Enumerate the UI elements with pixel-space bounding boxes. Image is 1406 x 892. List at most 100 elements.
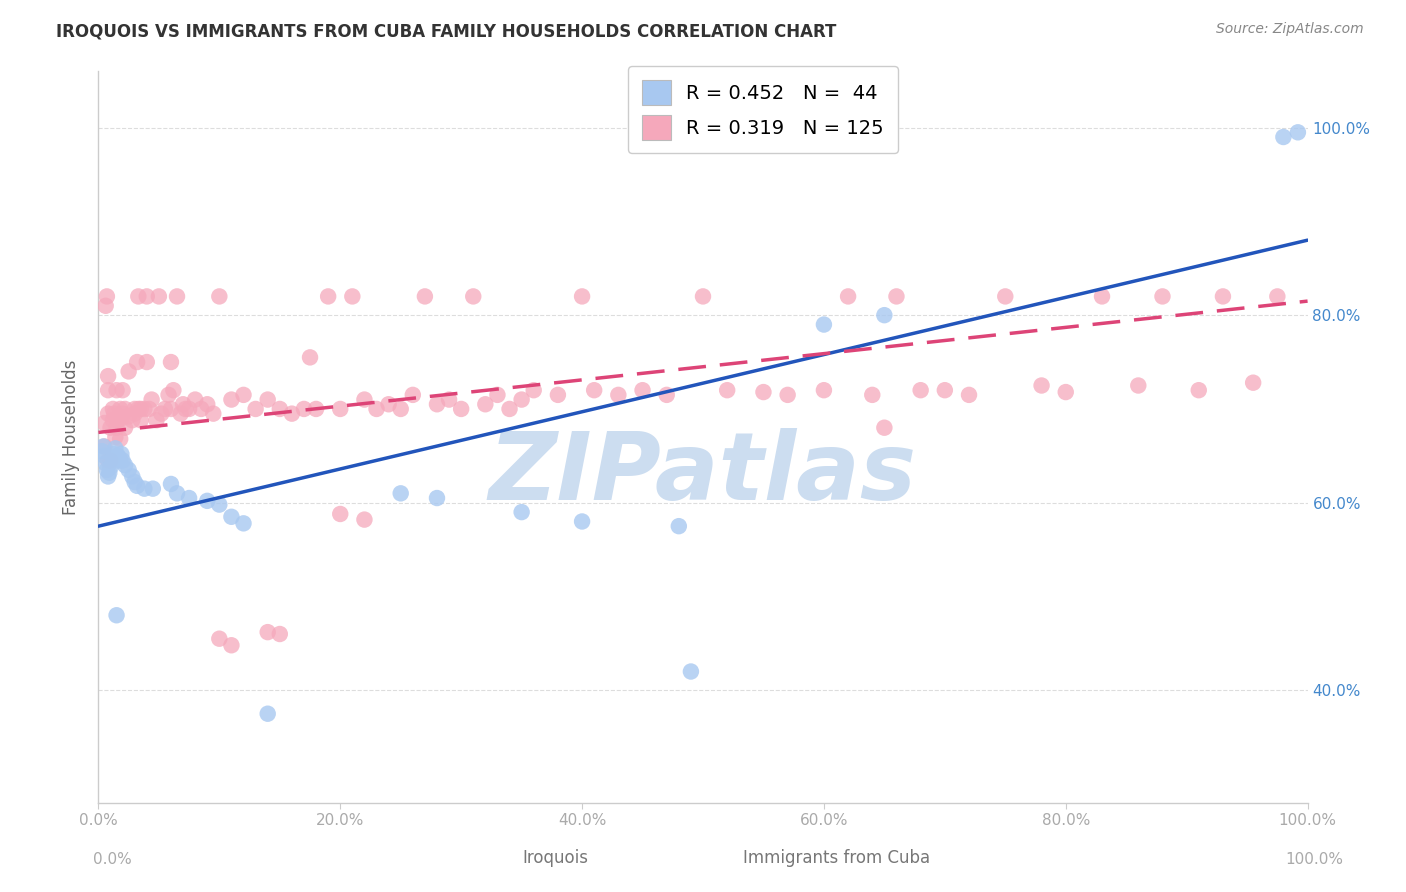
Point [179,401,201,416]
Point [873,308,896,322]
Point [426,397,449,411]
Point [1241,376,1264,390]
Text: Source: ZipAtlas.com: Source: ZipAtlas.com [1216,22,1364,37]
Point [111,407,134,421]
Point [221,638,243,652]
Point [389,486,412,500]
Point [208,498,231,512]
Point [716,383,738,397]
Point [110,411,132,425]
Point [957,388,980,402]
Point [692,289,714,303]
Point [498,401,520,416]
Point [547,388,569,402]
Point [103,407,125,421]
Point [813,383,835,397]
Point [101,401,124,416]
Point [377,397,399,411]
Point [107,413,129,427]
Point [873,420,896,434]
Point [474,397,496,411]
Point [166,486,188,500]
Point [329,507,352,521]
Point [607,388,630,402]
Point [118,463,141,477]
Point [118,364,141,378]
Point [510,505,533,519]
Text: Iroquois: Iroquois [523,849,588,867]
Point [1128,378,1150,392]
Point [150,407,173,421]
Point [129,413,152,427]
Point [108,450,131,465]
Point [910,383,932,397]
Point [118,409,141,424]
Point [124,407,146,421]
Point [97,469,120,483]
Text: 100.0%: 100.0% [1285,852,1344,867]
Point [111,383,134,397]
Point [134,401,156,416]
Point [135,355,157,369]
Legend: R = 0.452   N =  44, R = 0.319   N = 125: R = 0.452 N = 44, R = 0.319 N = 125 [628,66,897,153]
Point [162,383,184,397]
Point [104,430,127,444]
Point [108,401,131,416]
Point [208,632,231,646]
Point [269,401,291,416]
Point [305,401,328,416]
Point [105,383,128,397]
Point [221,392,243,407]
Point [101,413,124,427]
Point [571,515,593,529]
Point [1286,125,1309,139]
Point [166,289,188,303]
Point [100,420,122,434]
Point [103,447,125,461]
Point [98,466,121,480]
Y-axis label: Family Households: Family Households [62,359,80,515]
Point [172,397,194,411]
Point [195,397,218,411]
Point [776,388,799,402]
Point [145,413,167,427]
Point [124,401,146,416]
Point [108,432,131,446]
Point [101,450,124,465]
Text: Immigrants from Cuba: Immigrants from Cuba [742,849,931,867]
Point [97,369,120,384]
Point [114,401,136,416]
Point [127,355,149,369]
Point [127,289,149,303]
Point [135,289,157,303]
Point [93,416,115,430]
Point [160,477,183,491]
Point [450,401,472,416]
Point [100,453,122,467]
Point [752,385,775,400]
Point [329,401,352,416]
Point [860,388,883,402]
Point [583,383,606,397]
Point [1267,289,1289,303]
Point [121,469,143,483]
Point [886,289,908,303]
Point [127,479,149,493]
Point [221,509,243,524]
Point [353,513,375,527]
Point [134,482,156,496]
Point [269,627,291,641]
Point [157,388,180,402]
Point [256,625,278,640]
Point [108,453,131,467]
Point [179,491,201,505]
Point [91,440,114,454]
Point [141,392,163,407]
Point [994,289,1017,303]
Point [97,453,120,467]
Point [142,482,165,496]
Point [426,491,449,505]
Point [208,289,231,303]
Point [148,289,170,303]
Point [91,444,114,458]
